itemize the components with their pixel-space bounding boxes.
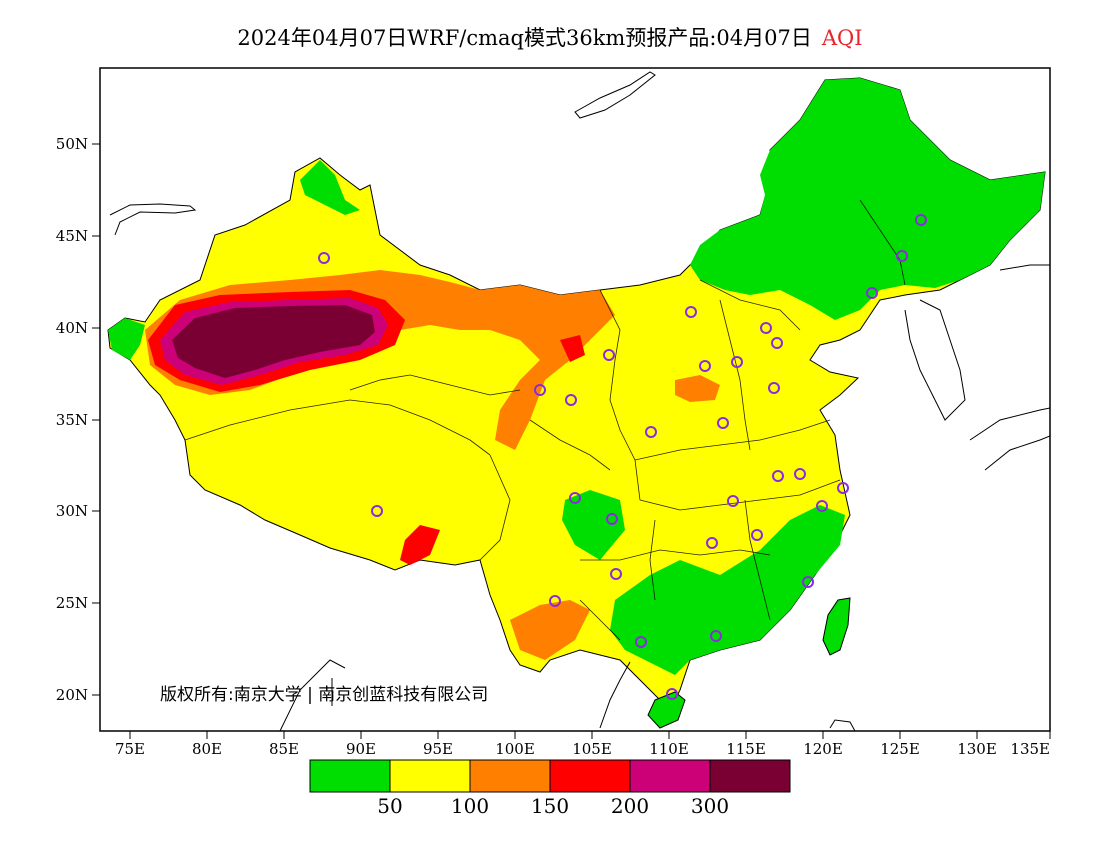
lon-label: 110E — [649, 740, 689, 758]
tibet-red-patch — [400, 525, 440, 565]
bay-of-bengal-coast — [279, 659, 346, 731]
lon-label: 75E — [115, 740, 145, 758]
map-plot-area — [100, 68, 1050, 731]
lon-label: 125E — [880, 740, 920, 758]
copyright-text: 版权所有:南京大学 | 南京创蓝科技有限公司 — [160, 685, 489, 705]
legend-colorbar — [309, 759, 791, 793]
lon-label: 80E — [192, 740, 222, 758]
southwest-green — [562, 490, 625, 560]
lat-label: 50N — [56, 135, 88, 153]
legend-swatch-4 — [629, 759, 711, 793]
lon-label: 90E — [346, 740, 376, 758]
baikal-outline — [574, 71, 656, 119]
title-product: AQI — [821, 26, 863, 50]
legend-swatch-2 — [469, 759, 551, 793]
latitude-labels: 50N 45N 40N 35N 30N 25N 20N — [56, 135, 88, 704]
tarim-maroon-core — [172, 305, 375, 378]
legend-swatch-3 — [549, 759, 631, 793]
city-station-markers — [318, 214, 927, 700]
lat-label: 45N — [56, 227, 88, 245]
philippines-outline — [829, 719, 856, 731]
lon-label: 135E — [1010, 740, 1050, 758]
kazakh-lake-outline — [109, 203, 197, 236]
axis-ticks — [92, 143, 1051, 739]
legend-swatch-0 — [309, 759, 391, 793]
korea-coastline — [904, 299, 966, 421]
lon-label: 85E — [269, 740, 299, 758]
legend-swatch-1 — [389, 759, 471, 793]
vietnam-coastline — [599, 661, 631, 729]
province-boundaries — [184, 199, 906, 641]
lat-label: 35N — [56, 411, 88, 429]
west-green — [108, 318, 145, 360]
lat-label: 30N — [56, 502, 88, 520]
hainan-island — [647, 691, 686, 729]
lon-label: 115E — [726, 740, 766, 758]
map-frame — [99, 67, 1051, 732]
yunnan-orange — [510, 600, 590, 660]
legend-label: 100 — [450, 794, 490, 818]
page-title: 2024年04月07日WRF/cmaq模式36km预报产品:04月07日 AQI — [0, 22, 1100, 52]
legend-label: 150 — [530, 794, 570, 818]
lon-label: 120E — [803, 740, 843, 758]
lat-label: 40N — [56, 319, 88, 337]
lon-label: 105E — [572, 740, 612, 758]
lon-label: 130E — [957, 740, 997, 758]
legend-label: 300 — [690, 794, 730, 818]
xinjiang-north-green — [300, 160, 360, 215]
lat-label: 25N — [56, 594, 88, 612]
lat-label: 20N — [56, 686, 88, 704]
title-main: 2024年04月07日WRF/cmaq模式36km预报产品:04月07日 — [237, 26, 812, 50]
longitude-labels: 75E 80E 85E 90E 95E 100E 105E 110E 115E … — [115, 740, 1050, 758]
northeast-green-region — [690, 78, 1045, 320]
taiwan-island — [822, 597, 851, 656]
north-china-orange — [675, 375, 720, 402]
legend-label: 200 — [610, 794, 650, 818]
south-green-region — [610, 505, 845, 675]
lon-label: 100E — [495, 740, 535, 758]
japan-coastline — [969, 264, 1050, 471]
legend-swatch-5 — [709, 759, 791, 793]
legend-label: 50 — [377, 794, 403, 818]
sichuan-red-patch — [560, 335, 585, 362]
lon-label: 95E — [423, 740, 453, 758]
